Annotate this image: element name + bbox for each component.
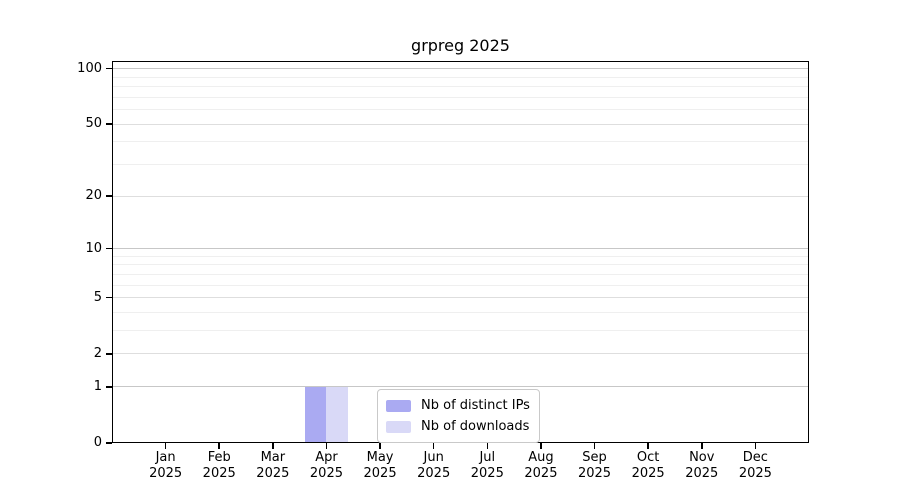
gridline-y-60 [113,109,808,111]
gridline-y-2 [113,353,808,355]
legend-label-downloads: Nb of downloads [421,418,530,434]
chart-title: grpreg 2025 [411,36,510,55]
x-tick-month: Nov [689,450,715,465]
x-tick-month: Sep [582,450,607,465]
gridline-y-5 [113,297,808,299]
x-tick-mark-jan [164,443,167,449]
bar-apr-series-0 [305,386,327,443]
gridline-y-100 [113,68,808,70]
x-tick-year: 2025 [738,466,772,481]
x-tick-month: Apr [315,450,338,465]
y-tick-label-10: 10 [85,240,102,256]
legend-swatch-downloads-icon [386,420,411,433]
x-tick-label-may: May 2025 [364,450,397,482]
y-tick-label-5: 5 [93,289,102,305]
x-tick-label-nov: Nov 2025 [685,450,718,482]
x-tick-month: Mar [260,450,286,465]
gridline-y-10 [113,248,808,249]
y-tick-mark-2 [106,353,112,355]
x-tick-label-sep: Sep 2025 [578,450,611,482]
gridline-y-3 [113,330,808,332]
y-tick-mark-5 [106,296,112,299]
x-tick-year: 2025 [470,466,504,481]
y-tick-label-100: 100 [77,60,102,76]
x-tick-year: 2025 [631,466,665,481]
x-tick-month: Dec [742,450,768,465]
x-tick-year: 2025 [202,466,236,481]
x-tick-mark-feb [218,443,220,449]
x-tick-year: 2025 [417,466,451,481]
y-tick-mark-0 [106,442,112,444]
x-tick-month: Aug [528,450,554,465]
gridline-y-6 [113,284,808,286]
x-tick-mark-dec [754,443,757,449]
x-tick-mark-aug [540,443,542,449]
x-tick-year: 2025 [685,466,719,481]
x-tick-month: Jun [423,450,444,465]
x-tick-mark-mar [272,443,274,449]
x-tick-mark-nov [701,443,703,449]
x-tick-label-mar: Mar 2025 [256,450,289,482]
x-tick-year: 2025 [256,466,290,481]
x-tick-month: Oct [636,450,660,465]
y-tick-label-50: 50 [85,116,102,132]
y-tick-label-0: 0 [93,435,102,450]
legend: Nb of distinct IPs Nb of downloads [377,389,540,443]
x-tick-label-aug: Aug 2025 [524,450,557,482]
x-tick-year: 2025 [309,466,343,481]
x-tick-label-jun: Jun 2025 [417,450,450,482]
x-tick-label-jul: Jul 2025 [471,450,504,482]
gridline-y-8 [113,264,808,266]
x-tick-mark-jun [432,443,435,449]
legend-item-distinct-ips: Nb of distinct IPs [386,395,530,416]
y-tick-mark-100 [106,67,112,70]
y-tick-label-2: 2 [93,345,102,361]
legend-item-downloads: Nb of downloads [386,416,530,437]
x-tick-mark-sep [593,443,596,449]
x-tick-month: Jan [155,450,176,465]
x-tick-label-feb: Feb 2025 [203,450,236,482]
x-tick-year: 2025 [363,466,397,481]
x-tick-month: Jul [479,450,496,465]
gridline-y-90 [113,76,808,78]
y-tick-mark-50 [106,123,112,125]
legend-swatch-distinct-ips-icon [386,399,411,412]
x-tick-mark-oct [647,443,649,449]
gridline-y-50 [113,123,808,125]
x-tick-mark-may [379,443,381,449]
gridline-y-20 [113,195,808,197]
x-tick-label-dec: Dec 2025 [739,450,772,482]
y-tick-mark-10 [106,247,112,250]
x-tick-year: 2025 [149,466,183,481]
gridline-y-1 [113,386,808,388]
gridline-y-4 [113,311,808,313]
gridline-y-40 [113,141,808,143]
gridline-y-30 [113,163,808,165]
x-tick-mark-jul [486,443,489,449]
x-tick-label-oct: Oct 2025 [632,450,665,482]
y-tick-label-1: 1 [93,378,102,394]
gridline-y-9 [113,255,808,257]
x-tick-year: 2025 [577,466,612,481]
bar-apr-series-1 [326,386,348,443]
x-tick-label-jan: Jan 2025 [149,450,182,482]
y-tick-label-20: 20 [85,188,102,204]
gridline-y-80 [113,86,808,88]
gridline-y-70 [113,96,808,98]
gridline-y-7 [113,273,808,275]
y-tick-mark-1 [106,386,112,388]
y-tick-mark-20 [106,195,112,197]
x-tick-month: Feb [207,450,231,465]
x-tick-year: 2025 [524,466,558,481]
x-tick-mark-apr [325,443,328,449]
x-tick-month: May [366,450,394,465]
legend-label-distinct-ips: Nb of distinct IPs [421,397,530,413]
x-tick-label-apr: Apr 2025 [310,450,343,482]
